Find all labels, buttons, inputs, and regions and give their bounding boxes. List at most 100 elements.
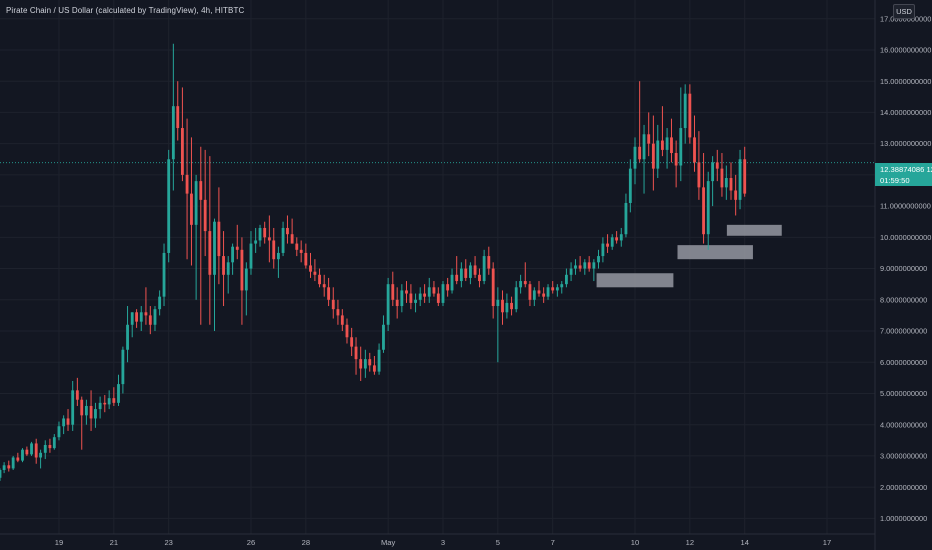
currency-button[interactable]: USD bbox=[893, 4, 915, 19]
candle bbox=[290, 218, 294, 244]
candle-body bbox=[683, 93, 687, 129]
candle-body bbox=[405, 290, 408, 294]
candle-body bbox=[158, 296, 162, 310]
candle-body bbox=[112, 398, 116, 403]
candle bbox=[555, 284, 559, 297]
candle-body bbox=[423, 293, 427, 297]
candle bbox=[121, 346, 125, 394]
candle bbox=[84, 399, 88, 425]
candle-body bbox=[583, 262, 587, 269]
support-zone-rectangle[interactable] bbox=[596, 273, 674, 288]
time-axis-label: 5 bbox=[496, 538, 500, 547]
candle bbox=[318, 268, 321, 288]
candle-body bbox=[368, 359, 372, 366]
support-zone-rectangle[interactable] bbox=[726, 224, 782, 236]
candle bbox=[724, 165, 728, 200]
support-zone-rectangle[interactable] bbox=[677, 245, 753, 260]
candle bbox=[295, 237, 299, 257]
candle bbox=[624, 193, 628, 238]
candle-body bbox=[48, 445, 52, 449]
candle bbox=[656, 124, 660, 178]
candle-body bbox=[217, 221, 221, 257]
candle-body bbox=[235, 246, 239, 250]
candle-body bbox=[363, 359, 367, 369]
price-axis-label: 14.0000000000 bbox=[880, 108, 931, 117]
candle bbox=[679, 87, 683, 182]
candle bbox=[336, 299, 340, 325]
candle bbox=[606, 234, 609, 253]
candle-body bbox=[446, 284, 450, 291]
candle bbox=[610, 234, 614, 250]
candle-body bbox=[592, 262, 596, 269]
candle-body bbox=[272, 240, 276, 260]
candle-body bbox=[176, 106, 180, 129]
candle-body bbox=[464, 268, 468, 278]
candle-body bbox=[496, 299, 500, 307]
candle bbox=[226, 256, 230, 294]
candle-body bbox=[482, 256, 486, 282]
candle-body bbox=[569, 268, 573, 275]
candle bbox=[405, 281, 408, 303]
candle-body bbox=[587, 262, 591, 269]
candle-body bbox=[619, 234, 623, 241]
candle-body bbox=[427, 287, 431, 297]
candle-body bbox=[523, 281, 527, 285]
candle bbox=[592, 259, 596, 282]
candle bbox=[382, 315, 385, 353]
time-axis-label: 21 bbox=[110, 538, 118, 547]
candle bbox=[505, 293, 509, 319]
candle-body bbox=[359, 359, 363, 369]
candle bbox=[340, 309, 344, 332]
candle-body bbox=[148, 315, 152, 325]
candle bbox=[441, 281, 445, 307]
candle-body bbox=[574, 265, 577, 269]
candle bbox=[244, 262, 248, 316]
candle-body bbox=[336, 309, 340, 316]
candle-body bbox=[578, 265, 582, 269]
candle-body bbox=[194, 181, 198, 225]
candle-body bbox=[624, 202, 628, 235]
candle bbox=[30, 441, 33, 456]
candle bbox=[217, 187, 221, 285]
candle-body bbox=[190, 193, 193, 225]
candle bbox=[25, 446, 29, 456]
candle bbox=[510, 296, 513, 316]
candle-body bbox=[642, 134, 646, 160]
candle-body bbox=[432, 287, 436, 294]
price-axis-label: 5.0000000000 bbox=[880, 389, 927, 398]
candle-body bbox=[322, 284, 326, 288]
candle bbox=[34, 438, 38, 464]
candle bbox=[432, 281, 436, 297]
time-axis[interactable]: 19 21 23 26 28 May 3 5 7 10 12 14 17 bbox=[55, 538, 831, 547]
candle-body bbox=[546, 287, 550, 297]
candlestick-series[interactable] bbox=[0, 43, 747, 481]
candle-body bbox=[98, 402, 102, 410]
price-axis-label: 9.0000000000 bbox=[880, 264, 927, 273]
price-axis-label: 8.0000000000 bbox=[880, 295, 927, 304]
candle-body bbox=[11, 457, 15, 469]
symbol-title[interactable]: Pirate Chain / US Dollar (calculated by … bbox=[6, 6, 245, 15]
candle-body bbox=[656, 140, 660, 169]
candle-body bbox=[455, 274, 459, 282]
candle-body bbox=[560, 284, 564, 288]
candle-body bbox=[254, 240, 258, 244]
candle-body bbox=[491, 268, 495, 307]
candle bbox=[414, 293, 417, 313]
candle-body bbox=[702, 187, 705, 235]
candle bbox=[738, 149, 742, 210]
candle bbox=[299, 240, 303, 263]
candle bbox=[240, 237, 244, 325]
candle-body bbox=[628, 168, 632, 203]
candle bbox=[203, 149, 207, 257]
price-axis-label: 7.0000000000 bbox=[880, 327, 927, 336]
candle bbox=[327, 277, 331, 307]
candle bbox=[313, 259, 317, 282]
candle bbox=[89, 390, 93, 431]
last-price-label: 12.38874086 12 01:59:50 bbox=[875, 163, 932, 186]
candle-body bbox=[528, 284, 532, 300]
candle bbox=[702, 153, 705, 244]
support-zones[interactable] bbox=[596, 224, 782, 288]
candle-body bbox=[153, 309, 157, 325]
candle-body bbox=[450, 274, 454, 291]
